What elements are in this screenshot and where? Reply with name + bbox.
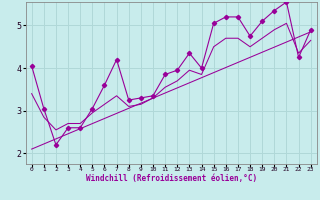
X-axis label: Windchill (Refroidissement éolien,°C): Windchill (Refroidissement éolien,°C) (86, 174, 257, 183)
